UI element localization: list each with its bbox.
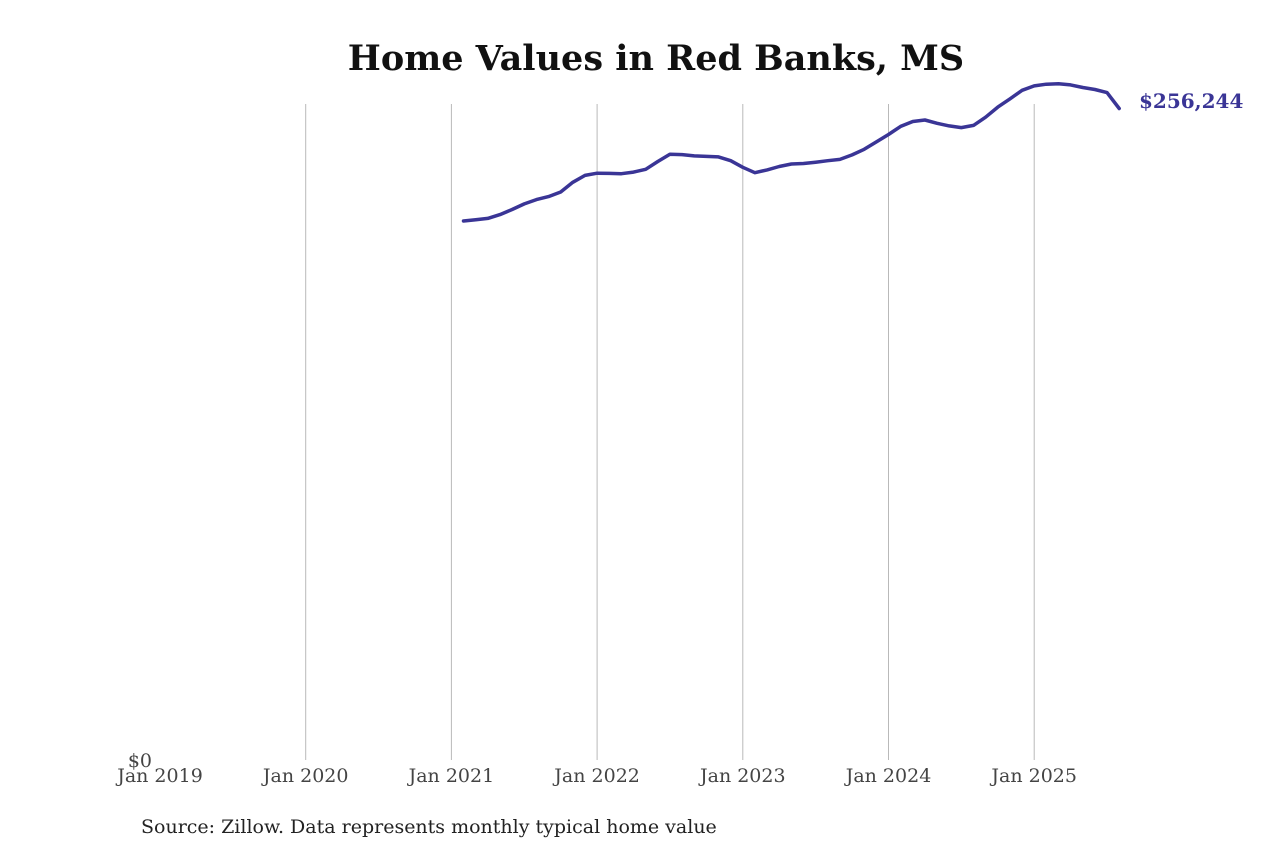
- x-tick-label: Jan 2024: [844, 765, 932, 787]
- x-tick-label: Jan 2025: [989, 765, 1077, 787]
- chart-title: Home Values in Red Banks, MS: [347, 38, 965, 79]
- x-tick-label: Jan 2021: [407, 765, 495, 787]
- x-tick-label: Jan 2020: [261, 765, 349, 787]
- x-tick-label: Jan 2022: [552, 765, 640, 787]
- end-value-label: $256,244: [1139, 89, 1243, 113]
- y-tick-label: $0: [128, 750, 152, 772]
- source-note: Source: Zillow. Data represents monthly …: [141, 816, 717, 838]
- series-line: [461, 81, 1121, 223]
- x-tick-label: Jan 2023: [698, 765, 786, 787]
- x-tick-label: Jan 2019: [115, 765, 203, 787]
